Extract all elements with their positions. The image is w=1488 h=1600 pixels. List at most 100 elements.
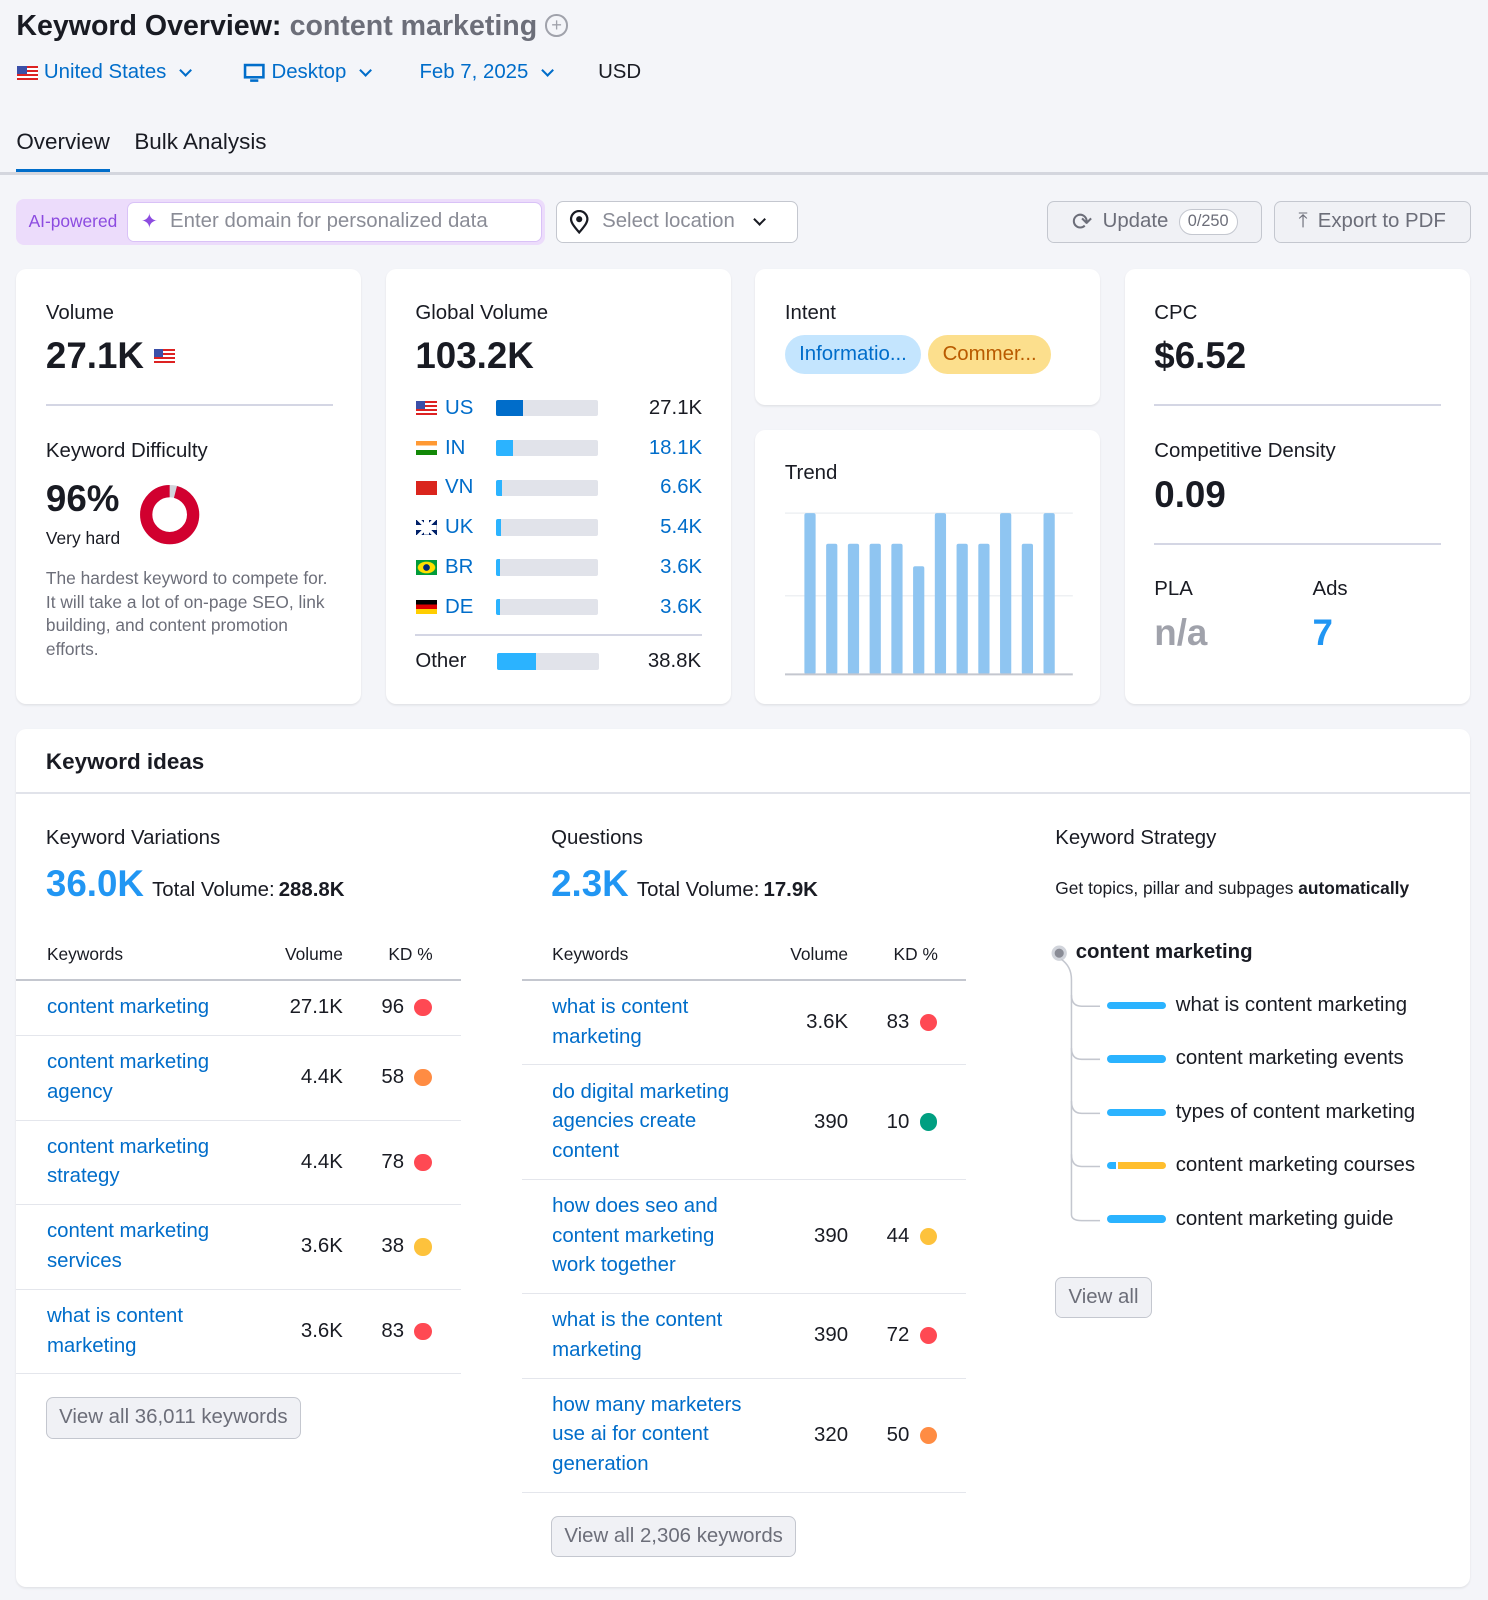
upload-icon: ⤒	[1298, 210, 1308, 233]
volume-cell: 3.6K	[300, 1320, 343, 1343]
country-selector[interactable]: United States	[17, 61, 196, 84]
tab-bulk-analysis[interactable]: Bulk Analysis	[134, 128, 267, 154]
title-text: Keyword Overview:	[16, 10, 282, 43]
volume-value: 27.1K	[45, 334, 144, 376]
country-code: IN	[444, 436, 466, 459]
divider	[0, 172, 1488, 175]
strategy-bar	[1107, 1215, 1166, 1223]
kd-cell: 78	[381, 1150, 405, 1173]
questions-count[interactable]: 2.3K	[551, 863, 629, 905]
table-row: content marketing agency 4.4K 58	[16, 1036, 462, 1121]
ai-powered-badge: AI-powered	[28, 211, 118, 232]
country-row-us[interactable]: US 27.1K	[416, 396, 702, 420]
strategy-root[interactable]: content marketing	[1075, 940, 1253, 963]
location-placeholder: Select location	[602, 210, 735, 233]
questions-label: Questions	[551, 826, 643, 849]
us-flag-icon	[154, 348, 175, 363]
keyword-link[interactable]: how does seo and content marketing work …	[552, 1194, 718, 1277]
country-row-de[interactable]: DE 3.6K	[416, 595, 702, 619]
competitive-density-label: Competitive Density	[1154, 439, 1336, 462]
intent-commercial-badge: Commer...	[928, 334, 1051, 375]
country-row-in[interactable]: IN 18.1K	[416, 436, 702, 460]
table-row: how many marketers use ai for content ge…	[521, 1379, 967, 1493]
ads-value[interactable]: 7	[1312, 612, 1333, 654]
view-all-strategy-button[interactable]: View all	[1055, 1276, 1152, 1319]
volume-cell: 390	[814, 1224, 849, 1247]
update-button[interactable]: ⟳ Update 0/250	[1047, 201, 1263, 243]
strategy-label: Keyword Strategy	[1055, 826, 1217, 849]
keyword-link[interactable]: do digital marketing agencies create con…	[552, 1080, 730, 1162]
keyword-link[interactable]: what is the content marketing	[552, 1309, 723, 1361]
trend-bar	[869, 543, 881, 675]
domain-input[interactable]: ✦ Enter domain for personalized data	[127, 202, 542, 242]
col-volume[interactable]: Volume	[285, 943, 343, 964]
keyword-link[interactable]: content marketing agency	[46, 1051, 210, 1103]
pla-label: PLA	[1154, 577, 1193, 600]
country-row-vn[interactable]: VN 6.6K	[416, 476, 702, 500]
country-volume: 6.6K	[660, 476, 703, 499]
refresh-icon: ⟳	[1071, 208, 1093, 236]
volume-card: Volume 27.1K Keyword Difficulty 96% Very…	[16, 269, 362, 705]
kd-dot-icon	[919, 1227, 937, 1245]
table-row: what is content marketing 3.6K 83	[521, 981, 967, 1066]
cpc-label: CPC	[1154, 302, 1198, 325]
plus-circle-icon[interactable]: +	[545, 14, 568, 37]
other-value: 38.8K	[647, 649, 702, 672]
country-volume: 27.1K	[648, 396, 703, 419]
view-all-questions-button[interactable]: View all 2,306 keywords	[551, 1515, 797, 1557]
strategy-keyword: what is content marketing	[1175, 994, 1408, 1017]
country-row-br[interactable]: BR 3.6K	[416, 555, 702, 579]
kd-dot-icon	[414, 999, 432, 1017]
col-kd[interactable]: KD %	[893, 943, 938, 964]
kd-cell: 83	[381, 1320, 405, 1343]
strategy-item[interactable]: content marketing courses	[1107, 1154, 1415, 1177]
export-pdf-button[interactable]: ⤒ Export to PDF	[1273, 201, 1471, 243]
uk-flag-icon	[416, 520, 437, 535]
view-all-variations-button[interactable]: View all 36,011 keywords	[45, 1397, 301, 1439]
location-select[interactable]: Select location	[556, 201, 799, 243]
total-volume-value: 17.9K	[763, 879, 818, 902]
keyword-link[interactable]: what is content marketing	[552, 996, 689, 1048]
update-label: Update	[1102, 210, 1169, 233]
volume-cell: 320	[814, 1423, 849, 1446]
col-kd[interactable]: KD %	[388, 943, 433, 964]
tab-overview[interactable]: Overview	[16, 129, 110, 173]
kd-label: Keyword Difficulty	[45, 439, 208, 462]
country-volume: 5.4K	[660, 516, 703, 539]
divider	[16, 791, 1470, 794]
strategy-item[interactable]: what is content marketing	[1107, 994, 1407, 1017]
trend-chart	[784, 512, 1073, 676]
trend-bar	[804, 513, 816, 675]
keyword-link[interactable]: how many marketers use ai for content ge…	[552, 1393, 742, 1476]
kd-value: 96%	[45, 477, 120, 519]
device-selector[interactable]: Desktop	[243, 61, 376, 84]
country-row-uk[interactable]: UK 5.4K	[416, 515, 702, 539]
kd-description: The hardest keyword to compete for. It w…	[45, 568, 328, 659]
trend-bar	[825, 543, 838, 675]
divider	[45, 404, 333, 407]
keyword-link[interactable]: content marketing services	[46, 1220, 210, 1272]
kd-cell: 10	[886, 1110, 910, 1133]
trend-bar	[847, 543, 859, 675]
volume-cell: 3.6K	[806, 1011, 849, 1034]
date-selector[interactable]: Feb 7, 2025	[419, 61, 557, 84]
table-row: content marketing 27.1K 96	[16, 981, 462, 1036]
intent-informational-badge: Informatio...	[784, 334, 922, 375]
keyword-ideas-title: Keyword ideas	[45, 749, 205, 775]
strategy-item[interactable]: content marketing events	[1107, 1047, 1404, 1070]
chevron-down-icon	[753, 212, 767, 226]
trend-bar	[891, 543, 903, 675]
volume-label: Volume	[45, 302, 114, 325]
total-volume-label: Total Volume:	[152, 879, 275, 902]
strategy-bar	[1107, 1055, 1166, 1063]
keyword-link[interactable]: content marketing	[46, 996, 210, 1019]
strategy-item[interactable]: content marketing guide	[1107, 1208, 1394, 1231]
variations-count[interactable]: 36.0K	[45, 863, 144, 905]
share-bar	[495, 599, 599, 616]
keyword-link[interactable]: what is content marketing	[46, 1305, 184, 1357]
strategy-bar	[1107, 1108, 1166, 1116]
strategy-item[interactable]: types of content marketing	[1107, 1101, 1415, 1124]
share-bar	[495, 400, 599, 417]
col-volume[interactable]: Volume	[790, 943, 849, 964]
keyword-link[interactable]: content marketing strategy	[46, 1135, 210, 1188]
